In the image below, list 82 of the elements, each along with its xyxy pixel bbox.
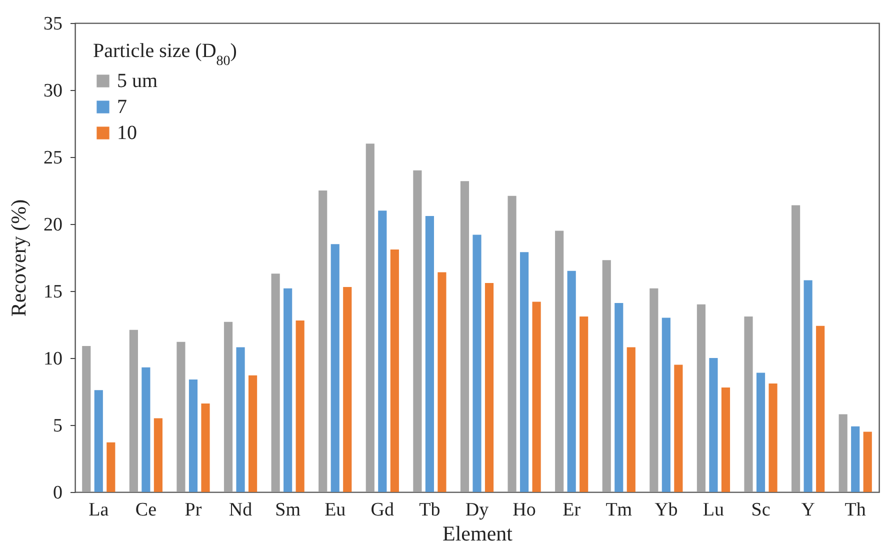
bar <box>650 288 658 492</box>
x-tick-label: Nd <box>228 500 253 520</box>
bar <box>248 375 258 492</box>
bar <box>366 144 374 492</box>
bar <box>330 244 340 492</box>
bar <box>674 364 683 492</box>
x-tick-label: La <box>88 500 110 520</box>
x-tick-label: Ce <box>135 500 156 520</box>
bar <box>484 282 494 492</box>
bar <box>863 432 872 492</box>
bar <box>816 326 825 492</box>
y-tick-label: 25 <box>44 148 62 168</box>
x-tick-label: Tb <box>419 500 440 520</box>
bar <box>176 342 186 492</box>
bar <box>756 372 766 492</box>
bar <box>460 181 470 492</box>
bar <box>378 210 387 492</box>
y-tick-label: 30 <box>44 80 62 102</box>
legend-label: 5 um <box>117 70 158 92</box>
bar <box>438 272 446 492</box>
x-tick-label: Lu <box>702 500 725 520</box>
x-tick-label: Pr <box>184 500 202 520</box>
x-tick-label: Eu <box>324 500 346 520</box>
bar <box>106 442 116 492</box>
bar <box>626 347 636 492</box>
bar <box>662 318 670 492</box>
x-tick-label: Tm <box>606 500 632 520</box>
bar <box>343 286 352 492</box>
bar <box>851 426 860 492</box>
bar <box>284 288 292 492</box>
legend-label: 10 <box>117 122 137 144</box>
bar <box>94 390 103 492</box>
bar <box>390 249 399 492</box>
bar <box>532 302 541 492</box>
x-axis-title: Element <box>442 522 513 546</box>
y-tick-label: 10 <box>44 348 62 370</box>
bar <box>201 404 210 492</box>
bar <box>602 260 611 492</box>
legend-label: 7 <box>117 96 127 118</box>
bar <box>154 418 162 492</box>
bar <box>555 230 564 492</box>
bar <box>792 205 800 492</box>
bar <box>768 383 778 492</box>
bar <box>188 379 198 492</box>
bar <box>838 414 848 492</box>
y-tick-label: 15 <box>44 282 62 302</box>
bar <box>224 322 233 492</box>
bar <box>413 170 422 492</box>
bar <box>271 274 280 492</box>
y-tick-label: 5 <box>53 416 62 436</box>
bar <box>567 270 576 492</box>
bar <box>82 346 91 492</box>
x-tick-label: Sc <box>751 500 770 520</box>
x-tick-label: Gd <box>370 500 395 520</box>
bar <box>129 330 138 492</box>
bar <box>580 316 588 492</box>
bar <box>696 304 706 492</box>
bar <box>614 303 624 492</box>
x-tick-label: Er <box>562 500 582 520</box>
bar <box>296 320 304 492</box>
y-axis-title: Recovery (%) <box>6 199 30 317</box>
bar <box>236 347 245 492</box>
bar <box>520 252 529 492</box>
bar <box>425 216 434 492</box>
bar <box>318 190 328 492</box>
y-tick-label: 35 <box>44 14 62 34</box>
x-tick-label: Yb <box>654 500 678 520</box>
bar <box>744 316 753 492</box>
bar <box>472 234 482 492</box>
x-tick-label: Dy <box>465 500 490 520</box>
x-tick-label: Sm <box>275 500 301 520</box>
y-tick-label: 0 <box>53 482 62 504</box>
bar <box>721 387 730 492</box>
bar <box>804 280 812 492</box>
bar <box>709 358 718 492</box>
x-tick-label: Ho <box>512 500 536 520</box>
y-tick-label: 20 <box>44 214 62 236</box>
x-tick-label: Th <box>844 500 866 520</box>
bar <box>142 367 150 492</box>
bar <box>508 196 516 492</box>
x-tick-label: Y <box>801 500 816 520</box>
legend-title: Particle size (D$_{80}$) <box>93 40 237 68</box>
